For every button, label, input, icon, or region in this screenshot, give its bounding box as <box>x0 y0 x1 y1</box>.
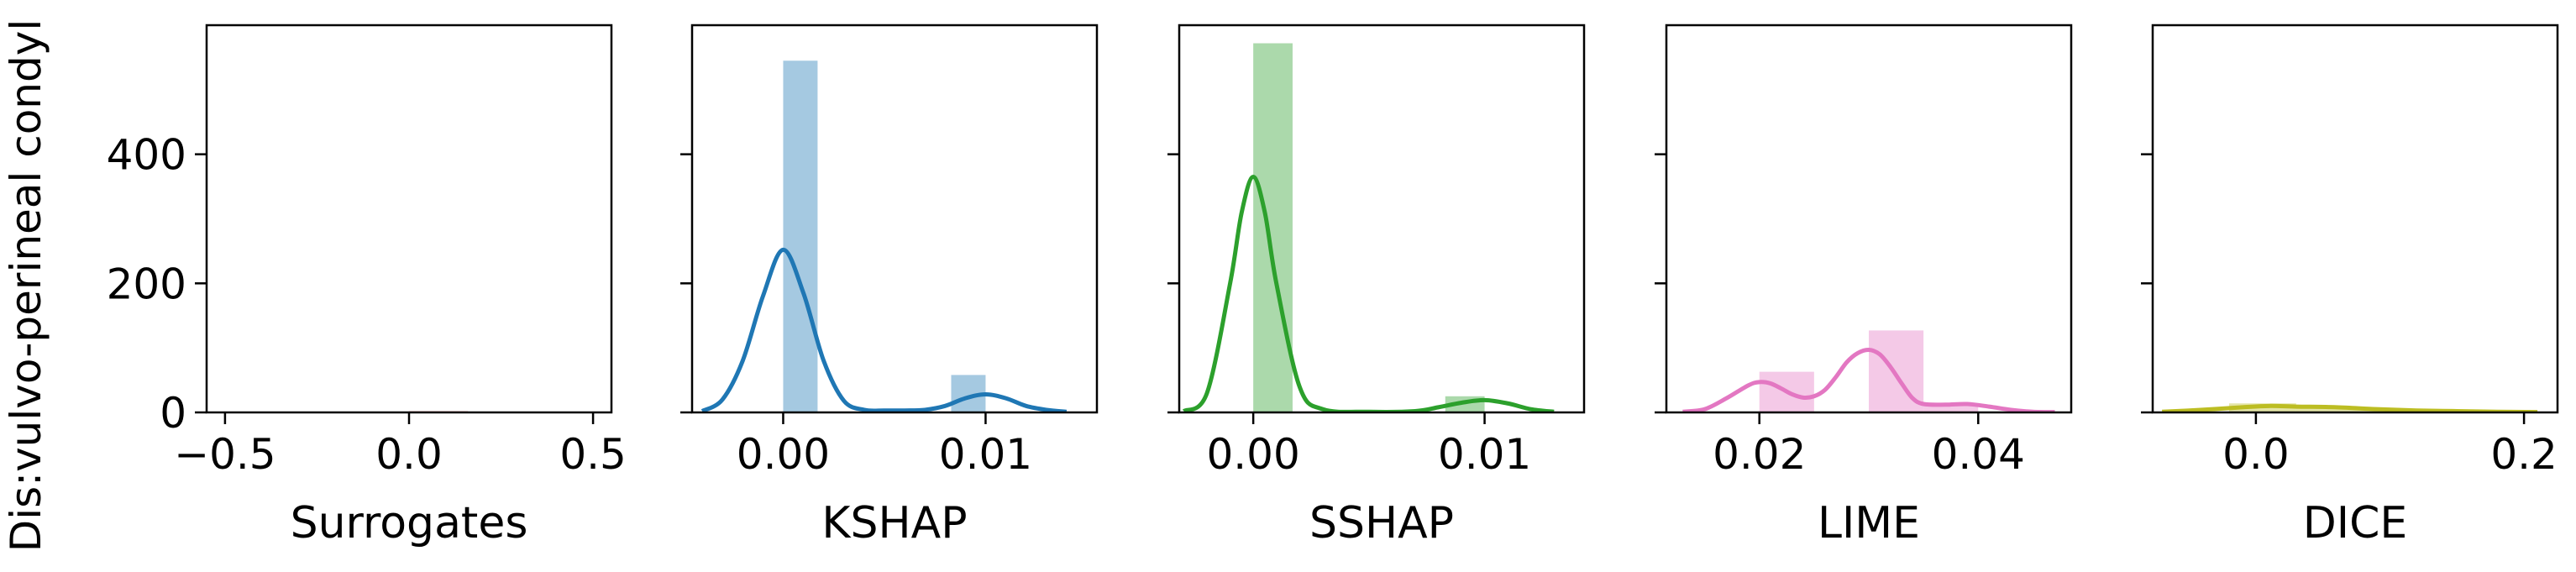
panel-surrogates: 0 200 400 −0.5 0.0 0.5 Surrogates <box>107 24 627 548</box>
axes-frame-lime <box>1665 24 2073 414</box>
y-tick-label-400: 400 <box>107 131 186 180</box>
kde-curve-lime <box>1682 347 2055 412</box>
plot-area-dice <box>2162 403 2538 412</box>
panel-sshap: 0.00 0.01 SSHAP <box>1167 24 1586 548</box>
histogram-bar-lime-2 <box>1923 406 1979 412</box>
x-tick-label-sshap-1: 0.01 <box>1438 430 1531 479</box>
kde-curve-sshap <box>1182 175 1555 412</box>
plot-area-kshap <box>700 60 1068 412</box>
axes-frame-surrogates <box>205 24 613 414</box>
x-axis-title-kshap: KSHAP <box>821 498 967 548</box>
histogram-bar-kshap-0 <box>783 60 818 412</box>
plot-area-sshap <box>1182 43 1555 412</box>
x-axis-title-sshap: SSHAP <box>1309 498 1454 548</box>
plot-area-lime <box>1682 330 2055 412</box>
kde-curve-dice <box>2162 403 2538 412</box>
histogram-bar-sshap-0 <box>1253 43 1293 412</box>
x-tick-label-surrogates-2: 0.5 <box>559 430 627 479</box>
x-tick-label-lime-0: 0.02 <box>1713 430 1806 479</box>
x-axis-title-lime: LIME <box>1818 498 1920 548</box>
x-tick-label-kshap-1: 0.01 <box>939 430 1032 479</box>
y-tick-label-200: 200 <box>107 260 186 308</box>
axes-frame-sshap <box>1178 24 1586 414</box>
x-tick-label-kshap-0: 0.00 <box>737 430 830 479</box>
x-axis-title-dice: DICE <box>2303 498 2408 548</box>
panel-dice: 0.0 0.2 DICE <box>2141 24 2559 548</box>
y-axis-title: Dis:vulvo-perineal condyl <box>2 19 50 552</box>
x-tick-label-surrogates-1: 0.0 <box>375 430 443 479</box>
x-tick-label-surrogates-0: −0.5 <box>174 430 275 479</box>
x-tick-label-dice-1: 0.2 <box>2490 430 2558 479</box>
x-axis-title-surrogates: Surrogates <box>291 498 528 548</box>
histogram-bar-dice-1 <box>2295 407 2377 412</box>
x-tick-label-sshap-0: 0.00 <box>1206 430 1299 479</box>
kde-curve-kshap <box>700 247 1068 412</box>
panels: 0 200 400 −0.5 0.0 0.5 Surrogates 0.00 0.01 KSHAP… <box>107 24 2559 548</box>
axes-frame-kshap <box>690 24 1099 414</box>
x-tick-label-lime-1: 0.04 <box>1932 430 2025 479</box>
x-tick-label-dice-0: 0.0 <box>2222 430 2290 479</box>
panel-kshap: 0.00 0.01 KSHAP <box>680 24 1099 548</box>
axes-frame-dice <box>2151 24 2559 414</box>
y-tick-label-0: 0 <box>160 389 186 438</box>
